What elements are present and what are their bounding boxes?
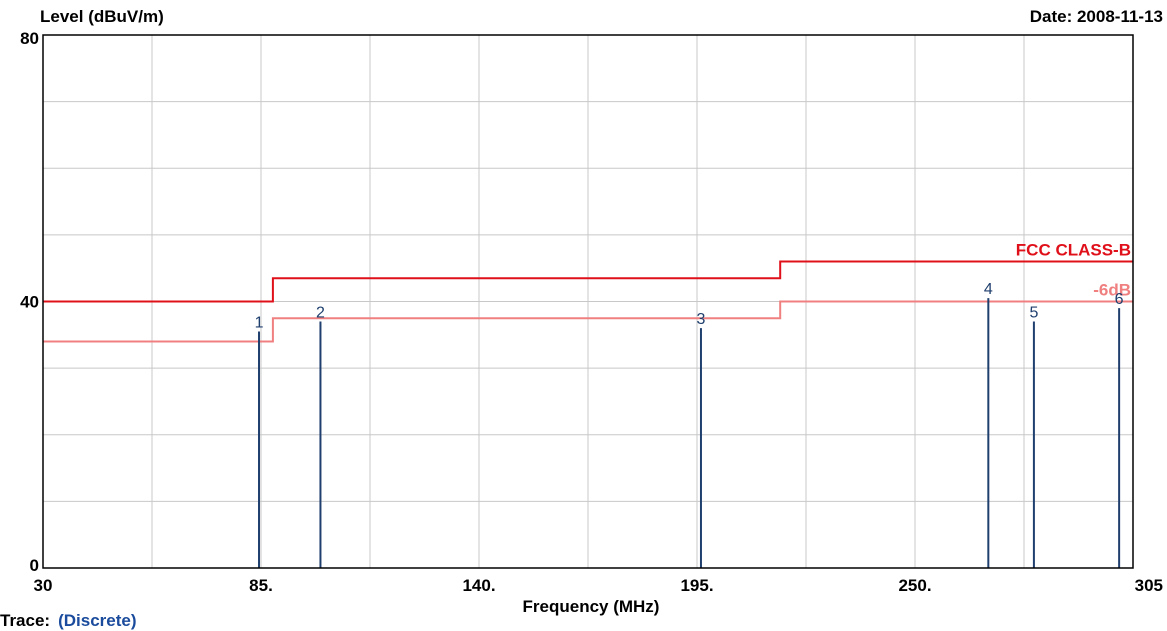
x-axis-title: Frequency (MHz) bbox=[523, 597, 660, 616]
date-label: Date: 2008-11-13 bbox=[1030, 7, 1163, 26]
fcc-class-b-label: FCC CLASS-B bbox=[1016, 241, 1131, 260]
trace-value: (Discrete) bbox=[58, 611, 137, 630]
minus-6db-label: -6dB bbox=[1093, 281, 1131, 300]
x-tick-label: 85. bbox=[249, 576, 273, 595]
x-tick-label: 30 bbox=[34, 576, 53, 595]
plot-frame bbox=[42, 34, 1134, 569]
axis-ticks: 30 85. 140. 195. 250. 305 0 40 80 bbox=[20, 29, 1163, 595]
marker-label: 1 bbox=[255, 314, 264, 331]
level-label: Level (dBuV/m) bbox=[40, 7, 164, 26]
trace-label: Trace: bbox=[0, 611, 51, 630]
y-tick-label: 0 bbox=[30, 556, 39, 575]
limit-lines: FCC CLASS-B -6dB bbox=[43, 241, 1133, 343]
measurement-markers: 1 2 3 4 5 6 bbox=[255, 281, 1124, 568]
marker-label: 6 bbox=[1115, 291, 1124, 308]
y-tick-label: 40 bbox=[20, 293, 39, 312]
fcc-class-b-limit-line bbox=[43, 260, 1133, 303]
y-tick-label: 80 bbox=[20, 29, 39, 48]
trace-info: Trace: (Discrete) bbox=[0, 611, 137, 631]
minus-6db-margin-line bbox=[43, 300, 1133, 343]
marker-label: 4 bbox=[984, 281, 993, 298]
x-tick-label: 305 bbox=[1135, 576, 1163, 595]
x-tick-label: 140. bbox=[462, 576, 495, 595]
marker-label: 5 bbox=[1029, 304, 1038, 321]
x-tick-label: 195. bbox=[680, 576, 713, 595]
marker-label: 3 bbox=[697, 311, 706, 328]
x-tick-label: 250. bbox=[898, 576, 931, 595]
marker-label: 2 bbox=[316, 304, 325, 321]
